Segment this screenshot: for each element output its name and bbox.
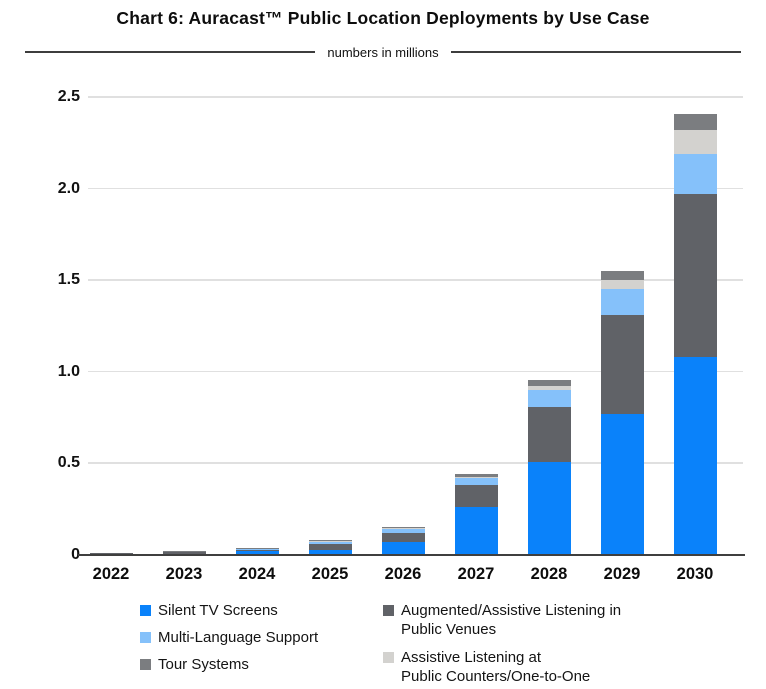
segment-multi_language-2028 bbox=[527, 390, 571, 407]
x-axis-label-2026: 2026 bbox=[384, 565, 422, 583]
y-tick-label-1.0: 1.0 bbox=[57, 362, 80, 380]
legend-label-augmented-assistive-listening: Augmented/Assistive Listening in Public … bbox=[401, 601, 621, 639]
bar-2029 bbox=[600, 271, 644, 555]
segment-tour_systems-2028 bbox=[527, 380, 571, 387]
chart-subtitle: numbers in millions bbox=[327, 44, 439, 60]
legend-label-tour-systems: Tour Systems bbox=[158, 656, 249, 673]
segment-augmented_assistive-2027 bbox=[454, 485, 498, 508]
gridline-2.5 bbox=[88, 96, 743, 98]
legend-swatch-multi-language-support bbox=[140, 632, 151, 643]
segment-augmented_assistive-2023 bbox=[162, 552, 206, 554]
x-axis-line bbox=[78, 554, 745, 556]
segment-silent_tv-2026 bbox=[381, 542, 425, 555]
segment-silent_tv-2028 bbox=[527, 461, 571, 555]
segment-augmented_assistive-2028 bbox=[527, 406, 571, 462]
segment-tour_systems-2029 bbox=[600, 271, 644, 281]
legend-label-line-1: Assistive Listening at bbox=[401, 649, 542, 666]
legend-item-silent-tv-screens: Silent TV Screens bbox=[140, 601, 318, 620]
segment-augmented_assistive-2026 bbox=[381, 533, 425, 543]
segment-assistive_counters-2028 bbox=[527, 386, 571, 391]
segment-silent_tv-2027 bbox=[454, 507, 498, 555]
plot-area bbox=[88, 96, 743, 555]
bar-2026 bbox=[381, 526, 425, 555]
segment-assistive_counters-2029 bbox=[600, 280, 644, 290]
segment-augmented_assistive-2029 bbox=[600, 315, 644, 414]
segment-multi_language-2023 bbox=[162, 551, 206, 553]
segment-silent_tv-2029 bbox=[600, 413, 644, 555]
x-axis-label-2023: 2023 bbox=[165, 565, 203, 583]
gridline-2.0 bbox=[88, 187, 743, 190]
bar-2028 bbox=[527, 380, 571, 555]
bar-2025 bbox=[308, 540, 352, 555]
segment-multi_language-2025 bbox=[308, 541, 352, 545]
legend-label-multi-language-support: Multi-Language Support bbox=[158, 629, 319, 646]
y-tick-label-2.5: 2.5 bbox=[57, 88, 80, 105]
x-axis-label-2027: 2027 bbox=[457, 565, 495, 583]
x-axis-label-2022: 2022 bbox=[92, 565, 130, 583]
segment-silent_tv-2025 bbox=[308, 549, 352, 555]
segment-multi_language-2030 bbox=[673, 153, 717, 195]
segment-augmented_assistive-2024 bbox=[235, 549, 279, 552]
legend-column-right: Augmented/Assistive Listening in Public … bbox=[383, 601, 621, 689]
legend-item-tour-systems: Tour Systems bbox=[140, 655, 318, 674]
legend-label-line-1: Augmented/Assistive Listening in bbox=[401, 602, 622, 619]
subtitle-rule-left bbox=[25, 51, 316, 53]
segment-assistive_counters-2030 bbox=[673, 130, 717, 154]
legend-column-left: Silent TV Screens Multi-Language Support… bbox=[140, 601, 318, 682]
legend-item-assistive-listening-counters: Assistive Listening at Public Counters/O… bbox=[383, 648, 621, 686]
segment-tour_systems-2026 bbox=[381, 526, 425, 529]
y-tick-label-2.0: 2.0 bbox=[57, 179, 80, 197]
segment-multi_language-2029 bbox=[600, 289, 644, 316]
legend-swatch-silent-tv-screens bbox=[140, 605, 151, 616]
y-tick-label-1.5: 1.5 bbox=[57, 271, 80, 289]
y-tick-label-0.5: 0.5 bbox=[57, 454, 80, 472]
x-axis-label-2025: 2025 bbox=[311, 565, 349, 583]
segment-tour_systems-2025 bbox=[308, 540, 352, 542]
bar-2030 bbox=[673, 113, 717, 555]
segment-tour_systems-2027 bbox=[454, 474, 498, 477]
subtitle-rule-right bbox=[450, 51, 742, 53]
segment-tour_systems-2030 bbox=[673, 113, 717, 130]
segment-augmented_assistive-2030 bbox=[673, 194, 717, 358]
x-axis-label-2030: 2030 bbox=[676, 565, 714, 583]
legend-swatch-tour-systems bbox=[140, 659, 151, 670]
segment-augmented_assistive-2025 bbox=[308, 544, 352, 550]
segment-multi_language-2027 bbox=[454, 478, 498, 486]
x-axis-label-2028: 2028 bbox=[530, 565, 568, 583]
y-tick-label-0: 0 bbox=[71, 546, 80, 563]
legend-swatch-augmented-assistive-listening bbox=[383, 605, 394, 616]
legend-item-multi-language-support: Multi-Language Support bbox=[140, 628, 318, 647]
segment-assistive_counters-2027 bbox=[454, 476, 498, 479]
segment-tour_systems-2024 bbox=[235, 548, 279, 549]
gridline-1.0 bbox=[88, 370, 743, 373]
legend-label-line-2: Public Venues bbox=[401, 621, 497, 638]
gridline-0.5 bbox=[88, 462, 743, 464]
legend-label-line-2: Public Counters/One-to-One bbox=[401, 668, 591, 685]
x-axis-label-2029: 2029 bbox=[603, 565, 641, 583]
bar-2024 bbox=[235, 548, 279, 555]
legend-swatch-assistive-listening-counters bbox=[383, 652, 394, 663]
segment-silent_tv-2024 bbox=[235, 551, 279, 555]
segment-silent_tv-2030 bbox=[673, 357, 717, 555]
subtitle-row: numbers in millions bbox=[25, 44, 742, 60]
chart-title: Chart 6: Auracast™ Public Location Deplo… bbox=[116, 8, 650, 28]
segment-assistive_counters-2026 bbox=[381, 528, 425, 530]
segment-multi_language-2026 bbox=[381, 529, 425, 534]
segment-multi_language-2024 bbox=[235, 548, 279, 550]
legend-label-assistive-listening-counters: Assistive Listening at Public Counters/O… bbox=[401, 648, 590, 686]
legend-label-silent-tv-screens: Silent TV Screens bbox=[158, 602, 278, 619]
bar-2027 bbox=[454, 474, 498, 555]
segment-augmented_assistive-2022 bbox=[89, 553, 133, 555]
gridline-1.5 bbox=[88, 279, 743, 281]
x-axis-label-2024: 2024 bbox=[238, 565, 276, 583]
legend-item-augmented-assistive-listening: Augmented/Assistive Listening in Public … bbox=[383, 601, 621, 639]
